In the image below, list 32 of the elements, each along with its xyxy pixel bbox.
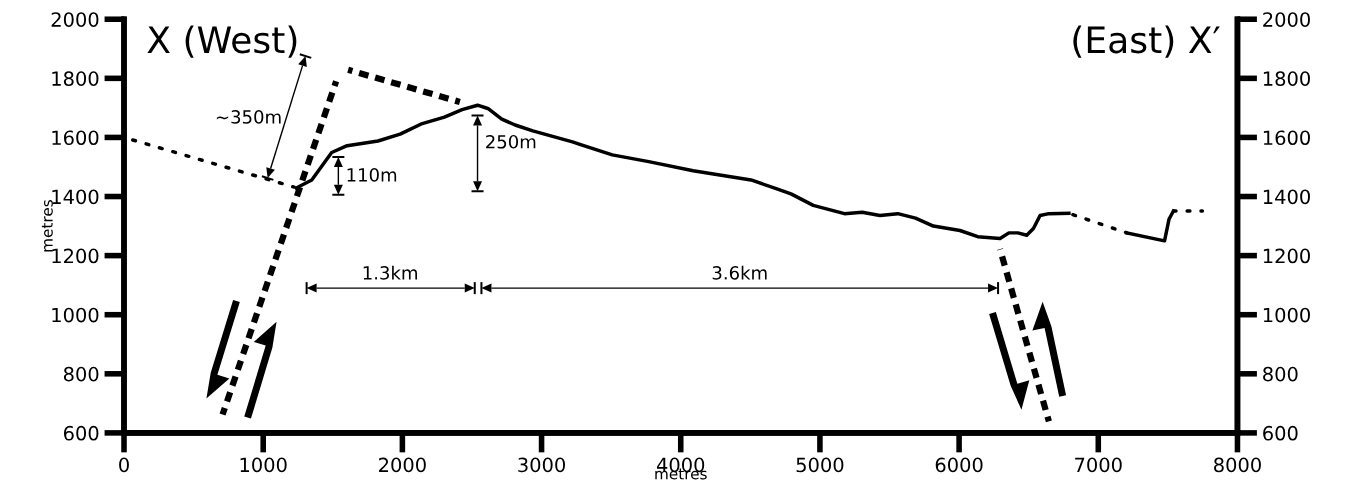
y-tick-label: 1000 <box>52 307 99 323</box>
y2-tick-label: 1400 <box>1263 189 1310 205</box>
x-tick-label: 0 <box>119 457 129 473</box>
y2-tick-label: 1000 <box>1263 307 1310 323</box>
y2-tick-label: 800 <box>1263 366 1298 382</box>
y-tick-label: 800 <box>63 366 99 382</box>
annotation: X (West) <box>147 25 297 58</box>
y2-tick-label: 1600 <box>1263 130 1310 146</box>
y-tick-label: 1800 <box>52 71 99 86</box>
y-tick-label: 1200 <box>52 248 99 264</box>
y-tick-label: 1400 <box>52 189 99 205</box>
x-tick-label: 2000 <box>379 457 426 473</box>
x-tick-label: 8000 <box>1214 457 1261 473</box>
x-tick-label: 6000 <box>935 457 983 473</box>
x-tick-label: 1000 <box>240 457 287 473</box>
y2-tick-label: 2000 <box>1263 12 1310 27</box>
annotation: 110m <box>347 168 397 182</box>
y-tick-label: 2000 <box>51 12 99 27</box>
y2-tick-label: 1200 <box>1263 248 1310 264</box>
annotation: 250m <box>486 134 536 149</box>
x-tick-label: 7000 <box>1075 457 1122 473</box>
y2-tick-label: 600 <box>1263 425 1298 441</box>
y2-tick-label: 1800 <box>1263 71 1310 86</box>
y-tick-label: 1600 <box>52 130 99 146</box>
y-axis-title: metres <box>41 200 53 252</box>
y-tick-label: 600 <box>63 425 99 441</box>
annotation: 1.3km <box>363 265 417 280</box>
annotation: ~350m <box>216 110 281 124</box>
annotation: (East) X′ <box>1073 25 1220 58</box>
x-tick-label: 3000 <box>518 457 566 473</box>
annotation: 3.6km <box>712 265 767 280</box>
x-tick-label: 5000 <box>796 457 844 473</box>
